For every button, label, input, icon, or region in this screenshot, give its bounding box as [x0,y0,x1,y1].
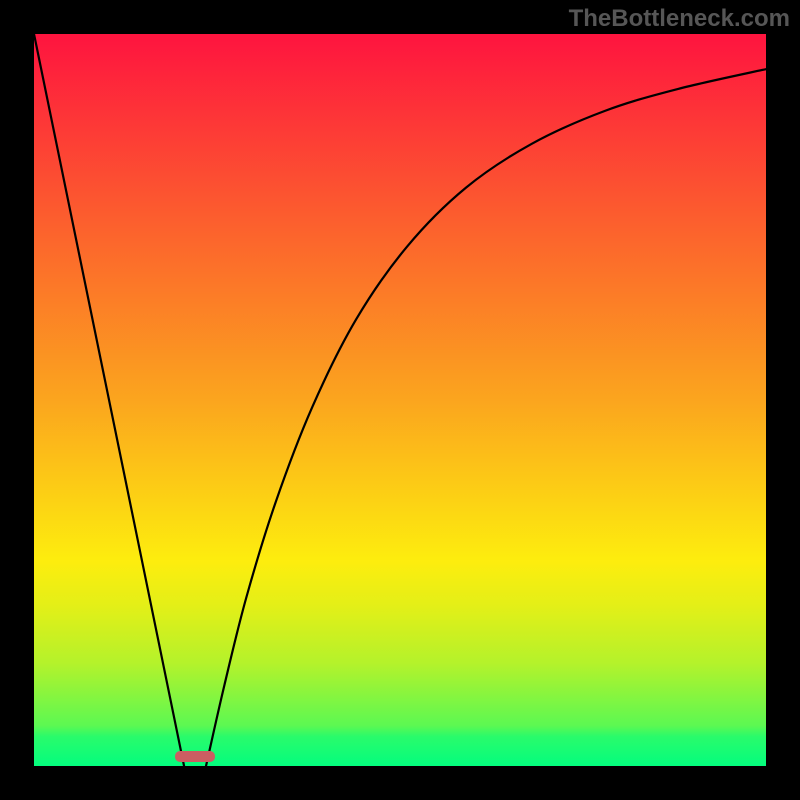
chart-frame: TheBottleneck.com [0,0,800,800]
bottleneck-curve [0,0,800,800]
optimum-marker [175,751,215,762]
curve-path [34,34,766,766]
watermark-text: TheBottleneck.com [569,5,790,33]
